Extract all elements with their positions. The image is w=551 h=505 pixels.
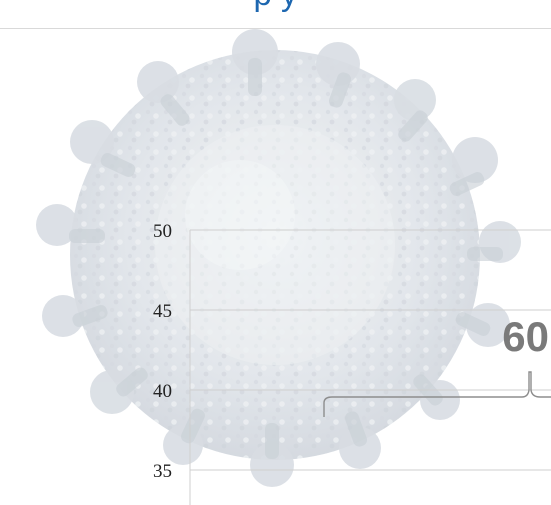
annotation-label-0: 60 (502, 313, 549, 360)
header-rule (0, 28, 551, 29)
y-tick-label-40: 40 (153, 381, 172, 402)
background-virus-illustration (36, 29, 521, 487)
y-tick-label-35: 35 (153, 461, 172, 482)
y-tick-label-45: 45 (153, 301, 172, 322)
page-title-fragment: p y (0, 0, 551, 12)
annotations: 60 (323, 313, 551, 417)
plot-area: 50 45 40 35 60 (153, 221, 551, 505)
y-tick-labels: 50 45 40 35 (153, 221, 172, 482)
grid-lines (190, 229, 551, 471)
annotation-bracket-0 (323, 371, 551, 417)
y-tick-label-50: 50 (153, 221, 172, 242)
